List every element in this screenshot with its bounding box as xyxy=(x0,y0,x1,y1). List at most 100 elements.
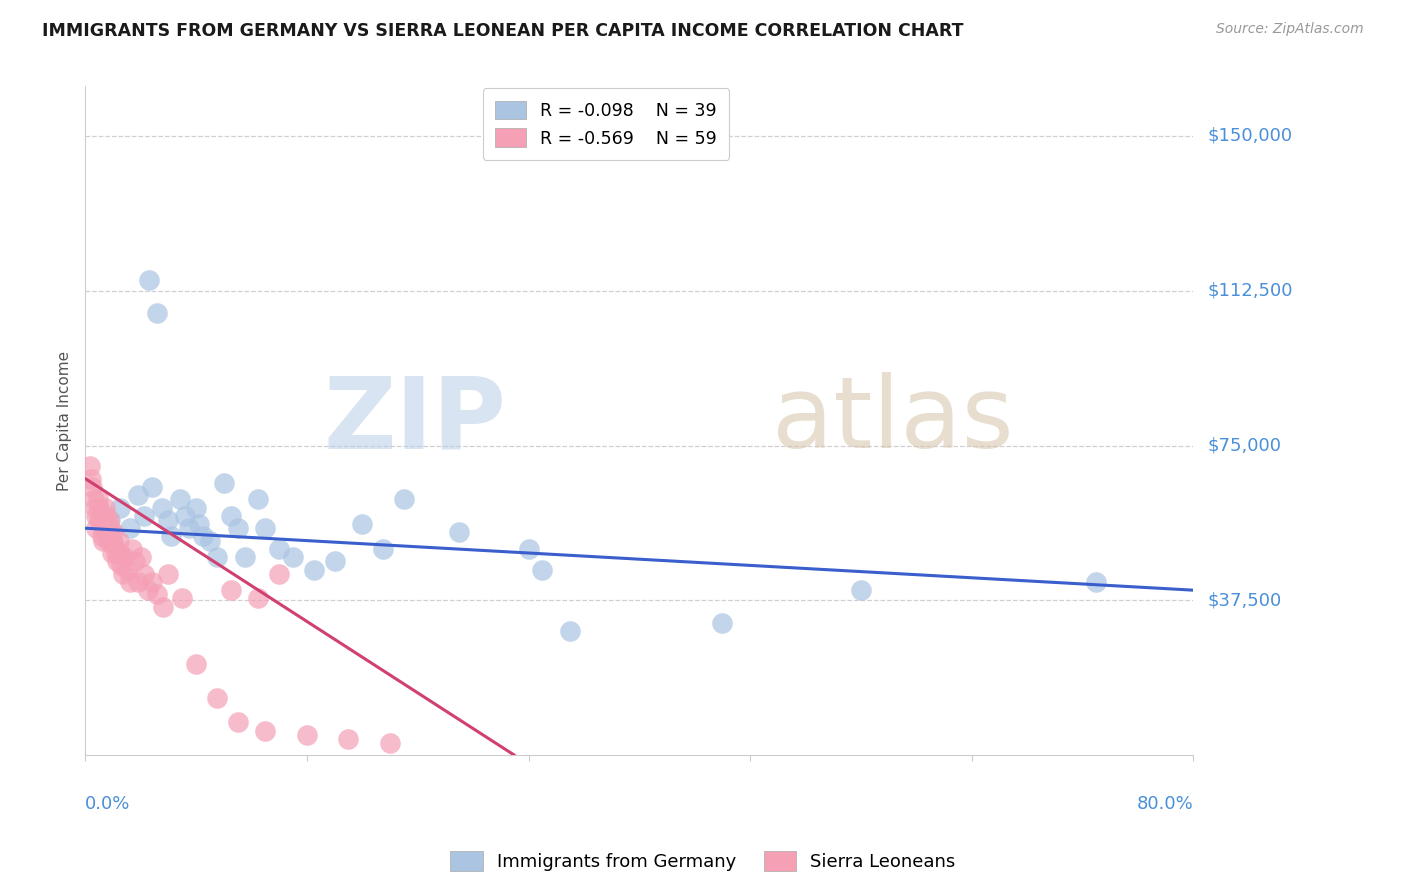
Point xyxy=(157,566,180,581)
Point xyxy=(132,566,155,581)
Point xyxy=(186,657,208,672)
Point xyxy=(96,521,118,535)
Point xyxy=(93,521,115,535)
Point xyxy=(89,513,111,527)
Point xyxy=(121,541,143,556)
Text: $37,500: $37,500 xyxy=(1208,591,1281,609)
Point xyxy=(103,538,125,552)
Point xyxy=(98,521,121,535)
Point xyxy=(226,715,249,730)
Point xyxy=(94,513,117,527)
Point xyxy=(118,574,141,589)
Point xyxy=(711,616,734,631)
Text: Source: ZipAtlas.com: Source: ZipAtlas.com xyxy=(1216,22,1364,37)
Point xyxy=(107,533,129,548)
Point xyxy=(191,529,214,543)
Point xyxy=(392,492,415,507)
Point xyxy=(146,306,169,320)
Point xyxy=(254,521,277,535)
Point xyxy=(79,459,101,474)
Point xyxy=(98,513,121,527)
Point xyxy=(90,508,112,523)
Point xyxy=(198,533,221,548)
Text: $75,000: $75,000 xyxy=(1208,436,1281,455)
Point xyxy=(1085,574,1108,589)
Point xyxy=(152,599,174,614)
Point xyxy=(186,500,208,515)
Point xyxy=(136,583,159,598)
Point xyxy=(517,541,540,556)
Point xyxy=(93,533,115,548)
Point xyxy=(146,587,169,601)
Point xyxy=(269,541,291,556)
Point xyxy=(104,546,127,560)
Point xyxy=(295,728,318,742)
Point xyxy=(83,492,105,507)
Point xyxy=(531,562,554,576)
Point xyxy=(212,475,235,490)
Point xyxy=(352,517,374,532)
Point xyxy=(105,554,128,568)
Point xyxy=(97,513,120,527)
Point xyxy=(129,550,152,565)
Point xyxy=(138,273,160,287)
Point xyxy=(205,550,228,565)
Y-axis label: Per Capita Income: Per Capita Income xyxy=(58,351,72,491)
Point xyxy=(108,500,131,515)
Point xyxy=(371,541,394,556)
Text: atlas: atlas xyxy=(772,372,1014,469)
Point xyxy=(86,521,108,535)
Point xyxy=(226,521,249,535)
Point xyxy=(233,550,256,565)
Point xyxy=(849,583,872,598)
Point xyxy=(82,480,104,494)
Point xyxy=(269,566,291,581)
Point xyxy=(174,508,197,523)
Point xyxy=(80,472,103,486)
Point xyxy=(378,736,401,750)
Point xyxy=(205,690,228,705)
Point xyxy=(100,546,122,560)
Point xyxy=(86,508,108,523)
Text: 80.0%: 80.0% xyxy=(1136,796,1194,814)
Text: IMMIGRANTS FROM GERMANY VS SIERRA LEONEAN PER CAPITA INCOME CORRELATION CHART: IMMIGRANTS FROM GERMANY VS SIERRA LEONEA… xyxy=(42,22,963,40)
Point xyxy=(96,533,118,548)
Text: $112,500: $112,500 xyxy=(1208,282,1292,300)
Point xyxy=(124,554,146,568)
Point xyxy=(323,554,346,568)
Text: 0.0%: 0.0% xyxy=(86,796,131,814)
Point xyxy=(94,525,117,540)
Legend: R = -0.098    N = 39, R = -0.569    N = 59: R = -0.098 N = 39, R = -0.569 N = 59 xyxy=(482,88,730,160)
Point xyxy=(100,533,122,548)
Point xyxy=(169,492,191,507)
Point xyxy=(157,513,180,527)
Point xyxy=(98,533,121,548)
Point xyxy=(150,500,173,515)
Point xyxy=(219,508,242,523)
Point xyxy=(84,500,107,515)
Point xyxy=(247,492,270,507)
Point xyxy=(179,521,201,535)
Point xyxy=(89,500,111,515)
Point xyxy=(112,550,135,565)
Point xyxy=(449,525,471,540)
Point xyxy=(115,562,138,576)
Point xyxy=(97,525,120,540)
Point xyxy=(127,488,149,502)
Point xyxy=(337,731,360,746)
Point xyxy=(101,525,124,540)
Point xyxy=(141,574,163,589)
Point xyxy=(219,583,242,598)
Point xyxy=(118,521,141,535)
Text: ZIP: ZIP xyxy=(323,372,506,469)
Legend: Immigrants from Germany, Sierra Leoneans: Immigrants from Germany, Sierra Leoneans xyxy=(443,844,963,879)
Point xyxy=(187,517,209,532)
Point xyxy=(127,574,149,589)
Point xyxy=(558,624,581,639)
Point xyxy=(91,517,114,532)
Point xyxy=(94,500,117,515)
Point xyxy=(87,492,110,507)
Point xyxy=(132,508,155,523)
Point xyxy=(172,591,194,606)
Point xyxy=(108,546,131,560)
